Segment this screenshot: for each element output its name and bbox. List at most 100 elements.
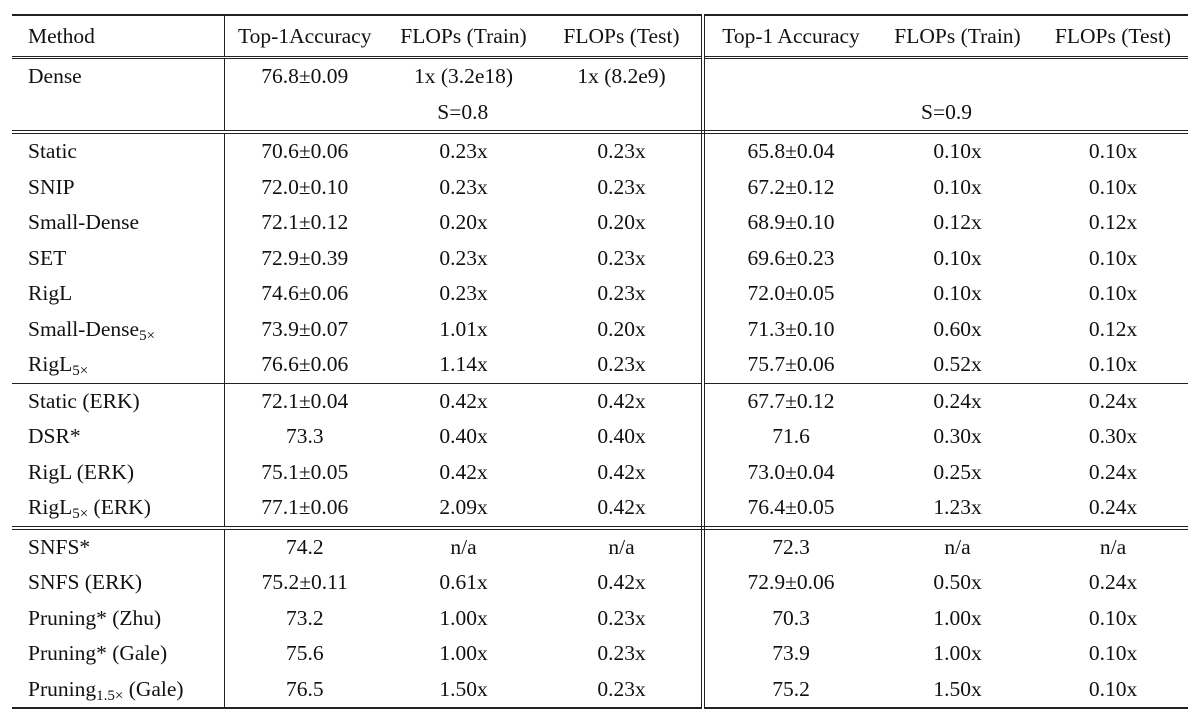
accuracy-s08: 73.2 xyxy=(285,605,324,630)
accuracy-s09: 68.9±0.10 xyxy=(747,210,835,234)
test-flops-s08: 0.23x xyxy=(542,276,705,312)
accuracy-s08: 72.0±0.10 xyxy=(261,174,349,199)
train-flops-s09: 0.10x xyxy=(933,245,982,270)
train-flops-s08: 0.40x xyxy=(439,424,488,448)
method-cell: Static (ERK) xyxy=(12,383,225,419)
test-flops-s09: 0.10x xyxy=(1088,641,1138,665)
accuracy-s09: 65.8±0.04 xyxy=(747,139,835,163)
table-row: Static 70.6±0.06 0.23x 0.23x 65.8±0.04 0.10x 0… xyxy=(12,132,1188,170)
accuracy-s08: 74.6±0.06 xyxy=(261,281,349,305)
method-multiplier: 5× xyxy=(72,506,89,522)
accuracy-s09: 69.6±0.23 xyxy=(747,245,835,270)
train-flops-s08: 0.23x xyxy=(439,139,488,163)
test-flops-s08: 0.23x xyxy=(542,600,705,636)
method-cell: RigL xyxy=(12,276,225,312)
accuracy-s08: 74.2 xyxy=(285,534,324,559)
dense-test-flops: 1x (8.2e9) xyxy=(542,57,705,95)
table-row: SET 72.9±0.39 0.23x 0.23x 69.6±0.23 0.10x 0.10… xyxy=(12,240,1188,276)
table-row: RigL 74.6±0.06 0.23x 0.23x 72.0±0.05 0.10x 0.1… xyxy=(12,276,1188,312)
accuracy-s08: 72.1±0.04 xyxy=(261,388,349,413)
train-flops-s09: 0.25x xyxy=(933,459,982,484)
test-flops-s09: n/a xyxy=(1099,534,1127,559)
test-flops-s08: 0.42x xyxy=(542,565,705,601)
table-row: SNIP 72.0±0.10 0.23x 0.23x 67.2±0.12 0.10x 0.1… xyxy=(12,169,1188,205)
train-flops-s08: 1.00x xyxy=(439,605,488,630)
test-flops-s09: 0.10x xyxy=(1088,174,1138,199)
method-cell: Small-Dense5× xyxy=(12,311,225,347)
table-row: Pruning* (Gale) 75.6 1.00x 0.23x 73.9 1.00x 0.… xyxy=(12,636,1188,672)
table-row: RigL (ERK) 75.1±0.05 0.42x 0.42x 73.0±0.04 0.… xyxy=(12,454,1188,490)
method-cell: DSR* xyxy=(12,419,225,455)
method-name: Small-Dense xyxy=(28,210,140,234)
accuracy-s09: 72.3 xyxy=(772,534,810,559)
test-flops-s08: n/a xyxy=(542,527,705,565)
test-flops-s09: 0.12x xyxy=(1088,316,1138,341)
train-flops-s08: 0.42x xyxy=(439,388,488,413)
accuracy-s08: 77.1±0.06 xyxy=(224,490,385,530)
test-flops-s09: 0.10x xyxy=(1088,245,1138,270)
test-flops-s09: 0.24x xyxy=(1088,388,1138,413)
accuracy-s08: 75.6 xyxy=(285,641,324,665)
train-flops-s08: n/a xyxy=(450,534,477,559)
train-flops-s08: 1.50x xyxy=(385,671,542,709)
train-flops-s09: 0.10x xyxy=(933,281,982,305)
train-flops-s09: 0.24x xyxy=(933,388,982,413)
test-flops-s08: 0.23x xyxy=(542,132,705,170)
method-name: SET xyxy=(28,245,67,270)
test-flops-s09: 0.24x xyxy=(1088,459,1138,484)
train-flops-s09: 0.50x xyxy=(933,570,982,594)
train-flops-s08: 2.09x xyxy=(385,490,542,530)
test-flops-s09: 0.10x xyxy=(1088,281,1138,305)
method-multiplier: 5× xyxy=(72,363,89,379)
method-cell: RigL5× (ERK) xyxy=(12,490,225,530)
accuracy-s09: 73.0±0.04 xyxy=(747,459,835,484)
accuracy-s08: 75.1±0.05 xyxy=(261,459,349,484)
accuracy-s09: 71.6 xyxy=(772,424,810,448)
test-flops-s08: 0.23x xyxy=(542,169,705,205)
method-name: Static xyxy=(28,139,77,163)
test-flops-s08: 0.23x xyxy=(542,240,705,276)
test-flops-s09: 0.10x xyxy=(1088,605,1138,630)
table-row: RigL5× (ERK) 77.1±0.06 2.09x 0.42x 76.4±0.05… xyxy=(12,490,1188,530)
header-acc-s09: Top-1 Accuracy xyxy=(703,14,877,59)
table-row: Pruning* (Zhu) 73.2 1.00x 0.23x 70.3 1.00x 0.1… xyxy=(12,600,1188,636)
dense-row: Dense 76.8±0.09 1x (3.2e18) 1x (8.2e9) xyxy=(12,57,1188,95)
accuracy-s09: 72.9±0.06 xyxy=(747,570,835,594)
train-flops-s09: 1.00x xyxy=(933,605,982,630)
table-row: SNFS* 74.2 n/a n/a 72.3 n/a n/a xyxy=(12,527,1188,565)
method-cell: SNFS (ERK) xyxy=(12,565,225,601)
method-cell: Pruning* (Zhu) xyxy=(12,600,225,636)
test-flops-s08: 0.23x xyxy=(542,347,705,384)
train-flops-s08: 0.42x xyxy=(439,459,488,484)
method-multiplier: 1.5× xyxy=(96,687,124,704)
accuracy-s08: 73.3 xyxy=(285,424,324,448)
test-flops-s08: 0.40x xyxy=(542,419,705,455)
accuracy-s09: 71.3±0.10 xyxy=(747,316,835,341)
method-name: RigL (ERK) xyxy=(28,459,135,484)
train-flops-s08: 0.61x xyxy=(439,570,488,594)
table-row: SNFS (ERK) 75.2±0.11 0.61x 0.42x 72.9±0.06 0.… xyxy=(12,565,1188,601)
train-flops-s08: 0.23x xyxy=(439,281,488,305)
accuracy-s09: 70.3 xyxy=(772,605,810,630)
method-name: SNIP xyxy=(28,174,75,199)
test-flops-s09: 0.10x xyxy=(1038,347,1188,384)
train-flops-s09: n/a xyxy=(944,534,971,559)
train-flops-s09: 0.10x xyxy=(933,139,982,163)
table-row: Pruning1.5× (Gale) 76.5 1.50x 0.23x 75.2 1.50… xyxy=(12,671,1188,709)
method-cell: SNIP xyxy=(12,169,225,205)
method-name: RigL xyxy=(28,495,73,519)
method-name: Small-Dense xyxy=(28,316,140,341)
accuracy-s09: 76.4±0.05 xyxy=(703,490,877,530)
header-acc-s08: Top-1Accuracy xyxy=(224,14,385,59)
accuracy-s09: 72.0±0.05 xyxy=(747,281,835,305)
header-row: Method Top-1Accuracy FLOPs (Train) FLOPs… xyxy=(12,14,1188,59)
test-flops-s08: 0.23x xyxy=(542,636,705,672)
header-train-flops-s08: FLOPs (Train) xyxy=(385,14,542,59)
method-name: Pruning* (Zhu) xyxy=(28,605,162,630)
train-flops-s08: 0.23x xyxy=(439,245,488,270)
accuracy-s09: 73.9 xyxy=(772,641,810,665)
sparsity-empty-cell xyxy=(12,94,225,134)
sparsity-row: S=0.8 S=0.9 xyxy=(12,94,1188,134)
method-name: RigL xyxy=(28,281,73,305)
test-flops-s08: 0.42x xyxy=(542,454,705,490)
